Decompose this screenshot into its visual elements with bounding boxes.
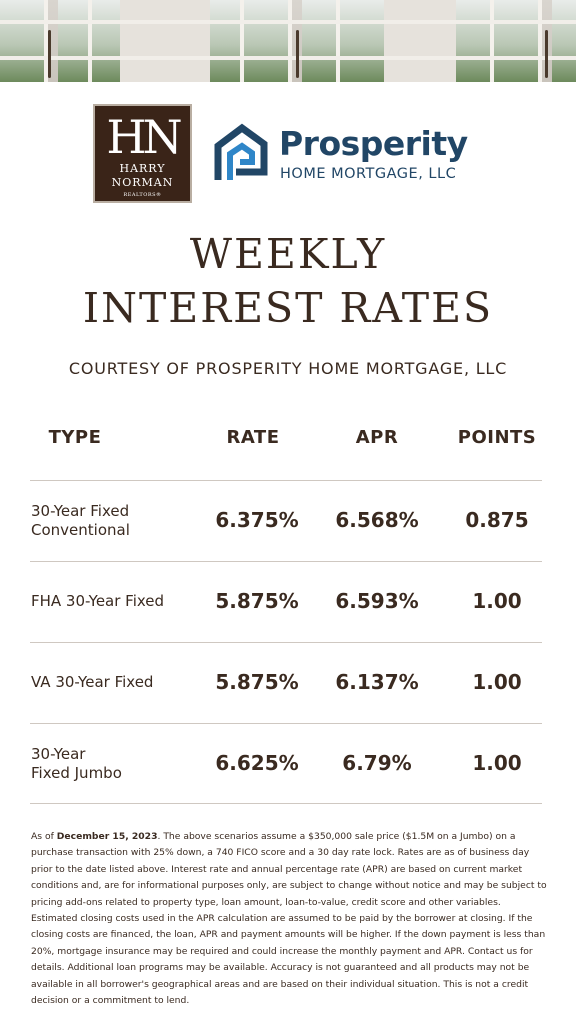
type-line-1: FHA 30-Year Fixed <box>31 592 165 610</box>
disclaimer-text: As of December 15, 2023. The above scena… <box>31 829 547 1009</box>
header-points: POINTS <box>457 427 537 448</box>
divider <box>30 561 542 562</box>
points-value: 0.875 <box>465 508 529 532</box>
apr-value: 6.79% <box>342 751 412 775</box>
header-apr: APR <box>355 427 399 448</box>
prosperity-subtitle: HOME MORTGAGE, LLC <box>280 166 457 182</box>
prosperity-house-icon <box>214 123 268 180</box>
harry-norman-logo: HN HARRY NORMAN REALTORS® <box>93 104 192 203</box>
header-type: TYPE <box>48 427 102 448</box>
table-row-type: FHA 30-Year Fixed <box>31 592 201 611</box>
disclaimer-date: December 15, 2023 <box>56 831 158 842</box>
type-line-1: 30-Year <box>31 745 86 763</box>
apr-value: 6.593% <box>335 589 419 613</box>
rate-value: 6.375% <box>215 508 299 532</box>
type-line-2: Conventional <box>31 521 130 539</box>
hn-realtors: REALTORS® <box>123 192 162 198</box>
divider <box>30 480 542 481</box>
type-line-1: 30-Year Fixed <box>31 502 130 520</box>
apr-value: 6.137% <box>335 670 419 694</box>
divider <box>30 723 542 724</box>
points-value: 1.00 <box>472 751 522 775</box>
points-value: 1.00 <box>472 589 522 613</box>
courtesy-line: COURTESY OF PROSPERITY HOME MORTGAGE, LL… <box>68 359 508 378</box>
divider <box>30 803 542 804</box>
disclaimer-body: . The above scenarios assume a $350,000 … <box>31 831 547 1007</box>
title-line-2: INTEREST RATES <box>82 284 494 332</box>
window-banner-image <box>0 0 576 82</box>
header-rate: RATE <box>226 427 280 448</box>
disclaimer-prefix: As of <box>31 831 57 842</box>
table-row-type: 30-Year Fixed Conventional <box>31 502 201 540</box>
points-value: 1.00 <box>472 670 522 694</box>
type-line-2: Fixed Jumbo <box>31 764 122 782</box>
hn-name-norman: NORMAN <box>111 176 174 189</box>
rate-value: 5.875% <box>215 670 299 694</box>
type-line-1: VA 30-Year Fixed <box>31 673 154 691</box>
divider <box>30 642 542 643</box>
table-row-type: 30-Year Fixed Jumbo <box>31 745 201 783</box>
hn-monogram: HN <box>106 110 182 164</box>
title-line-1: WEEKLY <box>189 230 387 278</box>
rate-value: 6.625% <box>215 751 299 775</box>
rate-value: 5.875% <box>215 589 299 613</box>
table-row-type: VA 30-Year Fixed <box>31 673 201 692</box>
prosperity-name: Prosperity <box>279 124 468 163</box>
apr-value: 6.568% <box>335 508 419 532</box>
hn-name-harry: HARRY <box>119 162 166 175</box>
